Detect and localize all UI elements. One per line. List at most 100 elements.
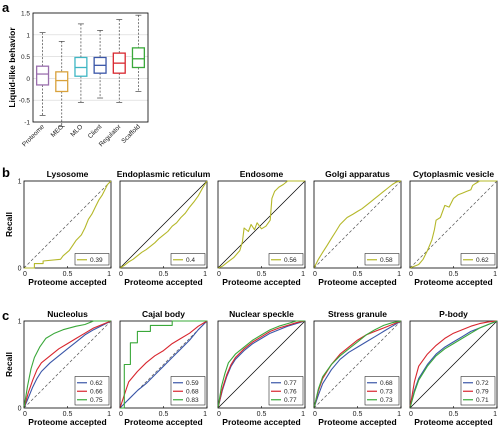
- y-tick-label: 1: [18, 319, 22, 326]
- x-tick-label: Client: [87, 123, 104, 140]
- x-tick-label: 0: [119, 271, 123, 278]
- legend-value: 0.75: [90, 397, 103, 404]
- roc-curve: [409, 320, 498, 409]
- panel-title: Cajal body: [142, 309, 185, 319]
- roc-curve: [217, 320, 306, 409]
- x-tick-label: 0.5: [257, 411, 267, 418]
- x-tick-label: 0: [23, 271, 27, 278]
- y-tick-label: 0: [18, 406, 22, 413]
- x-tick-label: 0: [217, 411, 221, 418]
- roc-curve: [409, 320, 498, 409]
- roc-curve: [217, 180, 305, 269]
- roc-curve: [217, 320, 305, 409]
- panel-title: Golgi apparatus: [325, 169, 390, 179]
- legend-value: 0.76: [284, 389, 297, 396]
- x-tick-label: 0.5: [159, 411, 169, 418]
- box-plot-a: -1 -0.5 0 0.5 1 1.5 Liquid-like behavior Proteo…: [7, 11, 149, 148]
- legend-value: 0.72: [476, 380, 489, 387]
- panel-title: Nucleolus: [47, 309, 88, 319]
- x-tick-label: 0.5: [449, 411, 459, 418]
- legend-value: 0.68: [186, 389, 199, 396]
- legend-value: 0.83: [186, 397, 199, 404]
- x-tick-label: MLO: [69, 123, 84, 138]
- x-tick-label: 0.5: [353, 411, 363, 418]
- legend-value: 0.39: [90, 257, 103, 264]
- axes-frame: [32, 12, 149, 123]
- diagonal-reference: [119, 180, 208, 269]
- legend-value: 0.77: [284, 380, 297, 387]
- x-axis-label: Proteome accepted: [124, 417, 202, 427]
- legend-value: 0.62: [90, 380, 103, 387]
- roc-curve: [119, 180, 208, 269]
- box: [74, 56, 88, 77]
- y-tick-label: -0.5: [19, 98, 31, 105]
- x-tick-label: 0: [313, 271, 317, 278]
- x-axis-label: Proteome accepted: [28, 417, 106, 427]
- legend-value: 0.79: [476, 389, 489, 396]
- x-tick-label: 1: [493, 271, 497, 278]
- panel-title: Lysosome: [47, 169, 89, 179]
- panel-title: Endosome: [240, 169, 284, 179]
- x-tick-label: 0: [23, 411, 27, 418]
- legend-value: 0.68: [380, 380, 393, 387]
- x-axis-label: Proteome accepted: [124, 277, 202, 287]
- x-tick-label: 1: [301, 411, 305, 418]
- panel-title: Cytoplasmic vesicle: [413, 169, 495, 179]
- x-tick-label: 1: [203, 411, 207, 418]
- legend-value: 0.4: [186, 257, 195, 264]
- roc-curve: [409, 180, 497, 269]
- panel-title: Nuclear speckle: [229, 309, 294, 319]
- legend-value: 0.66: [90, 389, 103, 396]
- legend-value: 0.73: [380, 389, 393, 396]
- legend-box: [460, 253, 496, 266]
- y-axis-label: Liquid-like behavior: [7, 27, 17, 108]
- y-tick-label: 0: [18, 266, 22, 273]
- y-tick-label: 0: [26, 76, 30, 83]
- y-tick-label: 0.5: [21, 54, 30, 61]
- box: [55, 71, 69, 93]
- x-tick-label: 0: [119, 411, 123, 418]
- x-tick-label: 0.5: [159, 271, 169, 278]
- legend-value: 0.71: [476, 397, 489, 404]
- roc-curve: [24, 180, 112, 269]
- x-tick-label: 0: [409, 271, 413, 278]
- x-axis-label: Proteome accepted: [414, 417, 492, 427]
- y-tick-label: 1: [26, 32, 30, 39]
- x-axis-label: Proteome accepted: [28, 277, 106, 287]
- roc-curve: [119, 320, 208, 409]
- x-tick-label: 0: [313, 411, 317, 418]
- panel-label-b: b: [2, 165, 10, 180]
- y-tick-label: 1.5: [21, 11, 30, 18]
- legend-value: 0.59: [186, 380, 199, 387]
- x-axis-label: Proteome accepted: [318, 277, 396, 287]
- diagonal-reference: [409, 320, 498, 409]
- legend-value: 0.77: [284, 397, 297, 404]
- panel-label-a: a: [2, 0, 10, 15]
- x-tick-label: 1: [397, 271, 401, 278]
- x-tick-label: MEO: [50, 123, 65, 138]
- diagonal-reference: [217, 320, 306, 409]
- roc-curve: [313, 180, 402, 269]
- x-tick-label: 0: [409, 411, 413, 418]
- panel-label-c: c: [2, 308, 9, 323]
- legend-box: [74, 253, 110, 266]
- roc-curve: [119, 320, 208, 409]
- x-axis-label: Proteome accepted: [222, 417, 300, 427]
- legend-value: 0.58: [380, 257, 393, 264]
- x-tick-label: 1: [397, 411, 401, 418]
- roc-curve: [313, 320, 402, 409]
- x-axis-label: Proteome accepted: [414, 277, 492, 287]
- legend-value: 0.62: [476, 257, 489, 264]
- diagonal-reference: [409, 180, 498, 269]
- legend-value: 0.56: [284, 257, 297, 264]
- legend-box: [268, 253, 304, 266]
- roc-curve: [23, 320, 112, 409]
- legend-box: [364, 253, 400, 266]
- x-tick-label: 0.5: [257, 271, 267, 278]
- x-tick-label: 0.5: [63, 411, 73, 418]
